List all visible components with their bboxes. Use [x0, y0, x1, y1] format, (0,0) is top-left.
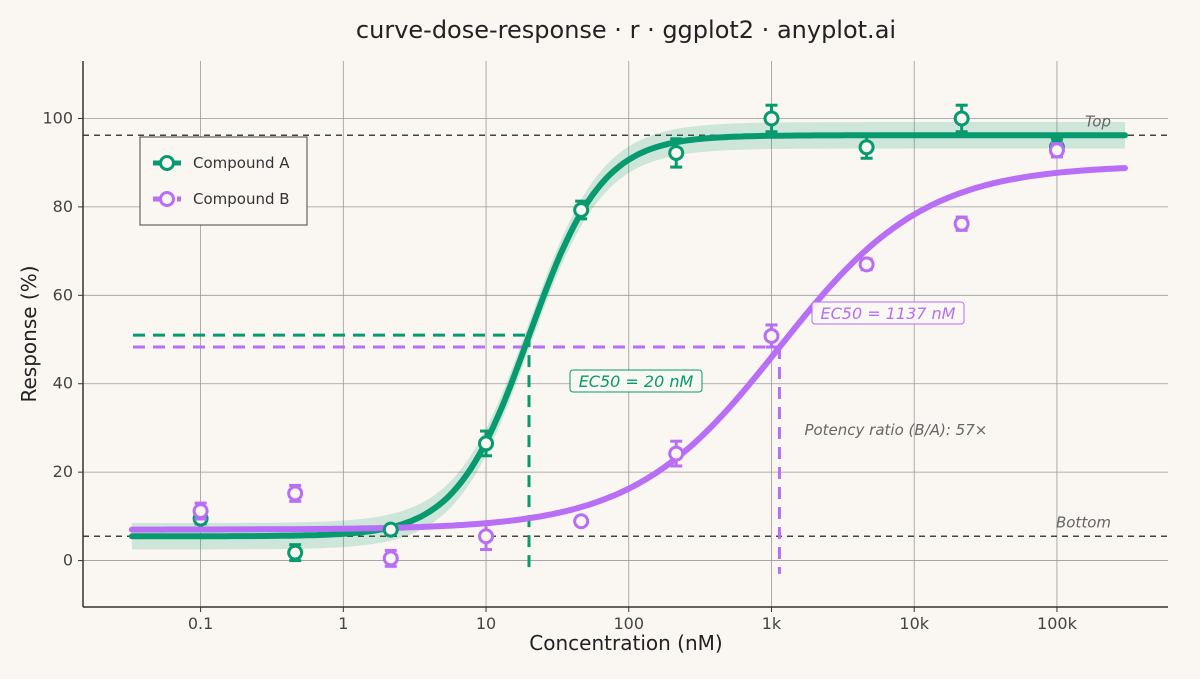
annotation-layer: Top Bottom EC50 = 20 nM EC50 = 1137 nM Poten…: [569, 112, 1111, 531]
compound-b-marker: [858, 256, 875, 273]
y-tick-label: 0: [63, 551, 73, 570]
compound-a-data-point: [763, 103, 780, 134]
legend-label-compound-a: Compound A: [193, 154, 290, 172]
x-tick-label: 10k: [899, 614, 929, 633]
compound-b-data-point: [192, 501, 209, 521]
compound-a-data-point: [573, 199, 590, 221]
compound-a-marker: [763, 110, 780, 127]
compound-b-marker: [763, 327, 780, 344]
compound-b-marker: [192, 503, 209, 520]
compound-b-marker: [1048, 142, 1065, 159]
x-tick-label: 1: [338, 614, 348, 633]
legend-swatch-marker-compound-a: [159, 155, 175, 171]
compound-b-marker: [953, 215, 970, 232]
compound-b-ec50-label: EC50 = 1137 nM: [821, 304, 956, 323]
reference-label-bottom: Bottom: [1056, 513, 1111, 531]
compound-a-marker: [953, 110, 970, 127]
x-axis-title: Concentration (nM): [529, 631, 722, 655]
compound-a-data-point: [668, 137, 685, 169]
compound-a-ec50-label-box: [569, 369, 703, 393]
compound-b-data-point: [478, 521, 495, 552]
legend: Compound A Compound B: [139, 136, 308, 226]
x-tick-label: 10: [476, 614, 496, 633]
compound-b-marker: [668, 445, 685, 462]
compound-b-marker: [573, 513, 590, 530]
compound-b-marker: [287, 485, 304, 502]
data-point-layer: [192, 103, 1065, 568]
fit-curve-layer: [128, 132, 1128, 540]
compound-b-data-point: [1048, 142, 1065, 159]
compound-a-marker: [287, 544, 304, 561]
compound-a-ec50-label: EC50 = 20 nM: [579, 372, 694, 391]
compound-a-data-point: [382, 521, 399, 538]
compound-b-data-point: [382, 548, 399, 568]
compound-b-ec50-label-box: [811, 301, 965, 325]
compound-b-marker: [382, 550, 399, 567]
compound-a-marker: [858, 139, 875, 156]
compound-a-data-point: [287, 543, 304, 563]
compound-a-marker: [668, 144, 685, 161]
compound-b-data-point: [573, 513, 590, 530]
compound-b-data-point: [287, 483, 304, 503]
y-tick-label: 60: [53, 285, 73, 304]
x-tick-label: 100k: [1037, 614, 1078, 633]
legend-label-compound-b: Compound B: [193, 190, 290, 208]
ec50-guide-layer: [133, 333, 781, 574]
reference-label-top: Top: [1085, 112, 1111, 130]
potency-ratio-annotation: Potency ratio (B/A): 57×: [804, 421, 987, 439]
y-tick-label: 20: [53, 462, 73, 481]
axis-layer: 0.1 1 10 100 1k 10k 100k 0 20 40 60 80 100: [42, 61, 1168, 633]
legend-swatch-marker-compound-b: [159, 191, 175, 207]
x-tick-label: 0.1: [188, 614, 213, 633]
compound-a-data-point: [953, 103, 970, 134]
x-tick-label: 1k: [762, 614, 782, 633]
compound-b-fit-curve: [128, 165, 1128, 533]
compound-a-data-point: [478, 429, 495, 458]
compound-a-marker: [478, 435, 495, 452]
y-tick-label: 80: [53, 197, 73, 216]
compound-b-data-point: [763, 323, 780, 349]
compound-b-data-point: [858, 256, 875, 273]
compound-a-marker: [573, 201, 590, 218]
compound-b-data-point: [953, 215, 970, 232]
y-tick-label: 40: [53, 374, 73, 393]
compound-b-data-point: [668, 439, 685, 468]
y-tick-label: 100: [42, 108, 73, 127]
y-axis-title: Response (%): [17, 265, 41, 402]
compound-a-data-point: [858, 134, 875, 160]
compound-a-marker: [382, 521, 399, 538]
chart-title: curve-dose-response · r · ggplot2 · anyp…: [356, 16, 896, 44]
legend-box: [139, 136, 308, 226]
compound-a-fit-curve: [128, 132, 1128, 540]
x-tick-label: 100: [613, 614, 644, 633]
compound-b-marker: [478, 528, 495, 545]
